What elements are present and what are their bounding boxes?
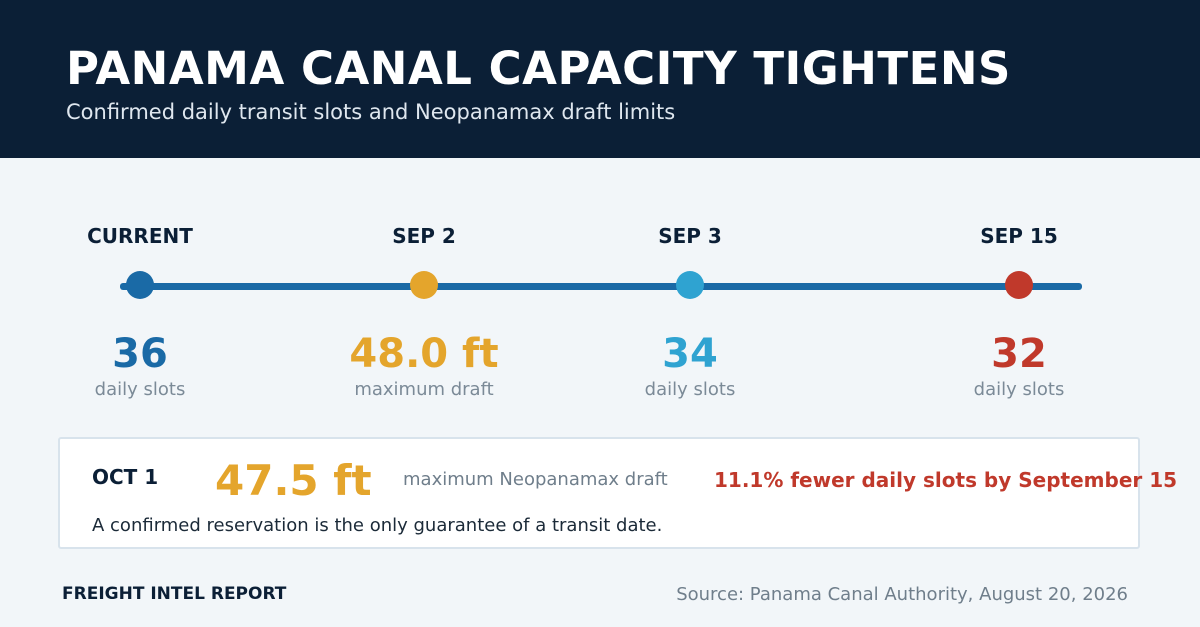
page-subtitle: Confirmed daily transit slots and Neopan…	[66, 100, 676, 124]
timeline-stop-label: CURRENT	[87, 224, 193, 248]
timeline-stop-value: 32	[991, 331, 1047, 377]
callout-date: OCT 1	[92, 465, 159, 489]
callout-alert: 11.1% fewer daily slots by September 15	[714, 468, 1178, 492]
timeline-stop-sep15: SEP 15 32 daily slots	[899, 220, 1139, 402]
timeline-stop-unit: maximum draft	[354, 379, 494, 400]
timeline-dot-icon	[126, 271, 154, 299]
timeline-stop-value: 48.0 ft	[349, 331, 499, 377]
timeline-stop-unit: daily slots	[973, 379, 1065, 400]
timeline-stop-sep3: SEP 3 34 daily slots	[570, 220, 810, 402]
timeline-dot-icon	[410, 271, 438, 299]
timeline-stop-label: SEP 15	[980, 224, 1058, 248]
footer-source: Source: Panama Canal Authority, August 2…	[676, 584, 1128, 605]
timeline-stop-unit: daily slots	[94, 379, 186, 400]
timeline-stop-unit: daily slots	[644, 379, 736, 400]
header-banner: PANAMA CANAL CAPACITY TIGHTENS Confirmed…	[0, 0, 1200, 158]
timeline-stop-label: SEP 2	[392, 224, 456, 248]
timeline-line	[120, 283, 1082, 290]
footer-brand: FREIGHT INTEL REPORT	[62, 584, 287, 604]
callout-note: A confirmed reservation is the only guar…	[92, 515, 663, 536]
timeline-dot-icon	[1005, 271, 1033, 299]
page-title: PANAMA CANAL CAPACITY TIGHTENS	[66, 42, 1011, 95]
timeline-stop-label: SEP 3	[658, 224, 722, 248]
callout-card: OCT 1 47.5 ft maximum Neopanamax draft 1…	[58, 437, 1177, 549]
timeline-dot-icon	[676, 271, 704, 299]
callout-description: maximum Neopanamax draft	[403, 469, 668, 490]
timeline-stop-current: CURRENT 36 daily slots	[20, 220, 260, 402]
timeline-stop-sep2: SEP 2 48.0 ft maximum draft	[304, 220, 544, 402]
timeline-stop-value: 34	[662, 331, 718, 377]
callout-value: 47.5 ft	[215, 456, 372, 505]
timeline-stop-value: 36	[112, 331, 168, 377]
